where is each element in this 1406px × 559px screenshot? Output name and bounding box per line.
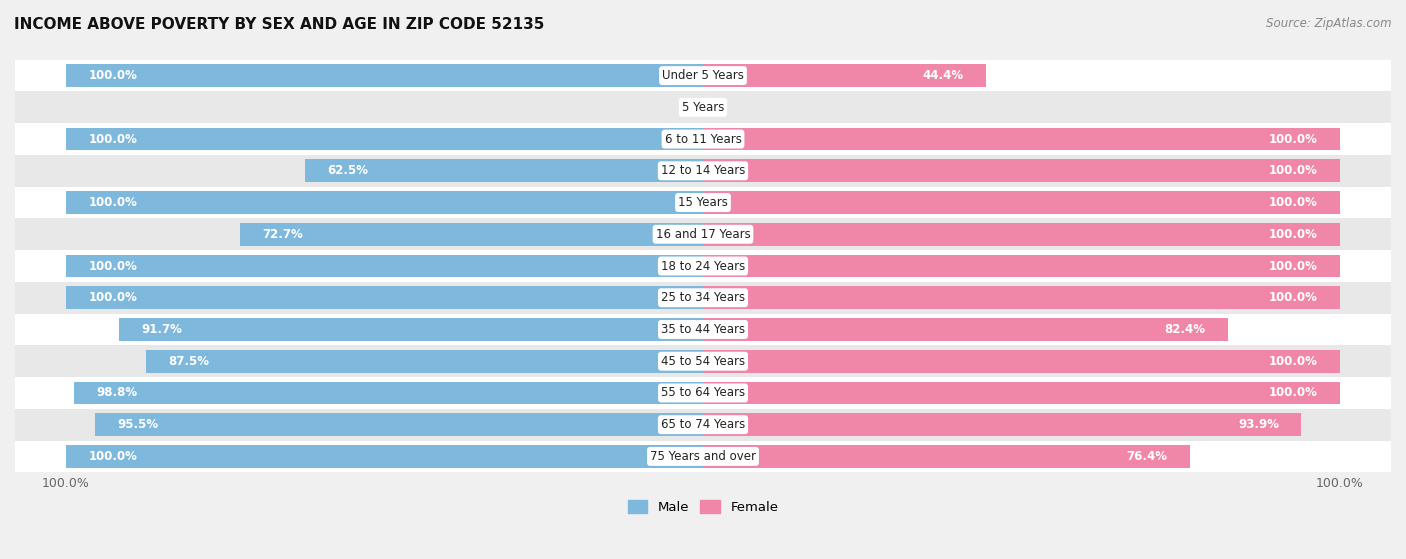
Bar [703, 159, 1340, 182]
Bar [66, 127, 703, 150]
Bar [703, 127, 1340, 150]
Text: 18 to 24 Years: 18 to 24 Years [661, 259, 745, 272]
Bar [15, 92, 1391, 123]
Text: 100.0%: 100.0% [89, 450, 138, 463]
Text: 100.0%: 100.0% [1268, 259, 1317, 272]
Bar [120, 318, 703, 341]
Text: 6 to 11 Years: 6 to 11 Years [665, 132, 741, 145]
Bar [66, 286, 703, 309]
Text: 100.0%: 100.0% [1268, 355, 1317, 368]
Text: 100.0%: 100.0% [1268, 228, 1317, 241]
Bar [703, 286, 1340, 309]
Text: 45 to 54 Years: 45 to 54 Years [661, 355, 745, 368]
Bar [305, 159, 703, 182]
Bar [15, 219, 1391, 250]
Bar [66, 64, 703, 87]
Text: 87.5%: 87.5% [167, 355, 209, 368]
Bar [703, 254, 1340, 277]
Bar [15, 377, 1391, 409]
Bar [66, 254, 703, 277]
Text: Under 5 Years: Under 5 Years [662, 69, 744, 82]
Text: 100.0%: 100.0% [1268, 164, 1317, 177]
Text: 100.0%: 100.0% [89, 291, 138, 304]
Text: 16 and 17 Years: 16 and 17 Years [655, 228, 751, 241]
Bar [703, 413, 1301, 436]
Text: 95.5%: 95.5% [117, 418, 157, 431]
Text: 100.0%: 100.0% [89, 69, 138, 82]
Text: 15 Years: 15 Years [678, 196, 728, 209]
Text: 75 Years and over: 75 Years and over [650, 450, 756, 463]
Bar [703, 445, 1189, 468]
Text: 65 to 74 Years: 65 to 74 Years [661, 418, 745, 431]
Text: 98.8%: 98.8% [96, 386, 136, 400]
Text: Source: ZipAtlas.com: Source: ZipAtlas.com [1267, 17, 1392, 30]
Text: 55 to 64 Years: 55 to 64 Years [661, 386, 745, 400]
Text: 93.9%: 93.9% [1237, 418, 1279, 431]
Bar [15, 155, 1391, 187]
Bar [15, 250, 1391, 282]
Text: 62.5%: 62.5% [328, 164, 368, 177]
Text: 100.0%: 100.0% [1268, 291, 1317, 304]
Text: 100.0%: 100.0% [1268, 132, 1317, 145]
Text: 72.7%: 72.7% [262, 228, 302, 241]
Bar [15, 123, 1391, 155]
Bar [703, 318, 1227, 341]
Bar [66, 191, 703, 214]
Bar [15, 314, 1391, 345]
Bar [146, 350, 703, 373]
Bar [703, 191, 1340, 214]
Bar [15, 440, 1391, 472]
Text: 12 to 14 Years: 12 to 14 Years [661, 164, 745, 177]
Text: 35 to 44 Years: 35 to 44 Years [661, 323, 745, 336]
Text: 100.0%: 100.0% [89, 196, 138, 209]
Text: 100.0%: 100.0% [1268, 386, 1317, 400]
Bar [94, 413, 703, 436]
Text: 100.0%: 100.0% [89, 259, 138, 272]
Text: 44.4%: 44.4% [922, 69, 963, 82]
Bar [15, 409, 1391, 440]
Text: 5 Years: 5 Years [682, 101, 724, 114]
Text: INCOME ABOVE POVERTY BY SEX AND AGE IN ZIP CODE 52135: INCOME ABOVE POVERTY BY SEX AND AGE IN Z… [14, 17, 544, 32]
Bar [240, 223, 703, 246]
Bar [15, 345, 1391, 377]
Bar [703, 350, 1340, 373]
Bar [73, 382, 703, 404]
Bar [703, 382, 1340, 404]
Text: 25 to 34 Years: 25 to 34 Years [661, 291, 745, 304]
Bar [15, 282, 1391, 314]
Bar [703, 223, 1340, 246]
Bar [703, 64, 986, 87]
Text: 100.0%: 100.0% [1268, 196, 1317, 209]
Text: 100.0%: 100.0% [89, 132, 138, 145]
Text: 82.4%: 82.4% [1164, 323, 1205, 336]
Bar [66, 445, 703, 468]
Text: 91.7%: 91.7% [141, 323, 181, 336]
Legend: Male, Female: Male, Female [623, 495, 783, 519]
Bar [15, 187, 1391, 219]
Text: 76.4%: 76.4% [1126, 450, 1167, 463]
Bar [15, 60, 1391, 92]
